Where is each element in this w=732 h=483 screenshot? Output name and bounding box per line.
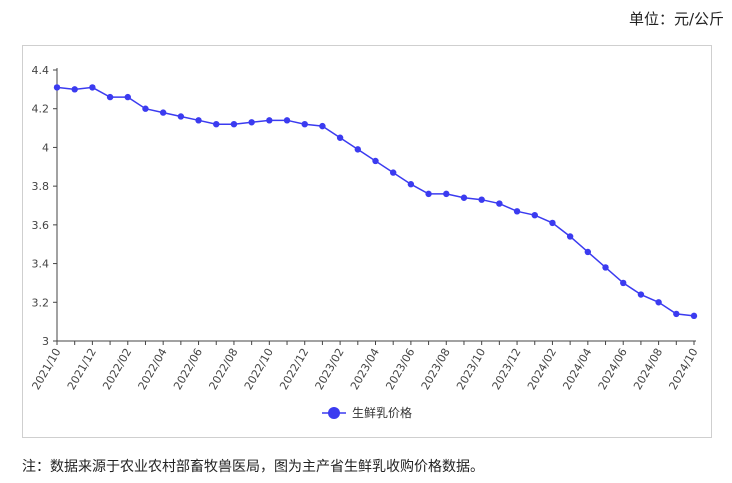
x-tick-label: 2023/12 — [490, 346, 524, 392]
data-point — [195, 117, 202, 124]
x-tick-label: 2022/12 — [277, 346, 311, 392]
data-point — [248, 119, 255, 126]
x-tick-label: 2024/08 — [631, 346, 665, 392]
data-point — [655, 299, 662, 306]
chart-axes — [56, 68, 696, 342]
data-point — [159, 109, 167, 116]
x-tick-label: 2024/02 — [525, 346, 559, 392]
y-tick-label: 3.6 — [32, 219, 50, 232]
x-tick-label: 2022/08 — [206, 346, 240, 392]
y-tick-label: 3.4 — [32, 258, 50, 271]
x-tick-label: 2021/10 — [29, 346, 63, 392]
y-tick-label: 4.2 — [32, 103, 50, 116]
legend[interactable]: 生鲜乳价格 — [322, 405, 412, 420]
x-axis-ticks: 2021/10 2021/12 2022/02 2022/04 2022/06 2022/… — [29, 341, 701, 392]
data-point — [89, 84, 96, 91]
x-tick-label: 2023/06 — [383, 346, 417, 392]
y-tick-label: 3.2 — [32, 296, 50, 309]
data-point — [443, 190, 450, 198]
data-point — [230, 121, 238, 128]
data-point — [336, 134, 344, 141]
data-point — [266, 117, 273, 124]
chart-frame — [22, 45, 712, 438]
data-point — [460, 194, 468, 201]
data-point — [372, 157, 379, 165]
data-point — [602, 264, 609, 271]
x-tick-label: 2023/02 — [313, 346, 347, 392]
legend-marker — [328, 407, 340, 419]
x-tick-label: 2021/12 — [65, 346, 99, 392]
data-point — [637, 291, 645, 298]
x-tick-label: 2023/04 — [348, 346, 382, 392]
data-point — [620, 279, 627, 287]
series-line — [56, 86, 695, 317]
y-tick-label: 4 — [42, 141, 49, 154]
data-point — [478, 196, 485, 203]
data-point — [673, 310, 680, 318]
data-point — [584, 248, 592, 256]
x-tick-label: 2022/04 — [136, 346, 170, 392]
x-tick-label: 2023/08 — [419, 346, 453, 392]
data-point — [496, 200, 503, 207]
series-group — [53, 84, 698, 320]
x-tick-label: 2022/02 — [100, 346, 134, 392]
y-tick-label: 3 — [42, 335, 49, 348]
x-tick-label: 2022/06 — [171, 346, 205, 392]
y-tick-label: 4.4 — [32, 64, 50, 77]
data-point — [354, 146, 362, 153]
y-axis-ticks: 3 3.2 3.4 3.6 3.8 4 4.2 4.4 — [32, 64, 57, 348]
data-point — [690, 312, 698, 320]
data-point — [425, 190, 432, 198]
x-tick-label: 2022/10 — [242, 346, 276, 392]
x-tick-label: 2024/10 — [666, 346, 700, 392]
data-point — [213, 121, 220, 128]
data-point — [106, 93, 114, 101]
x-tick-label: 2024/06 — [596, 346, 630, 392]
data-point — [566, 233, 574, 240]
data-point — [407, 181, 415, 188]
source-note: 注：数据来源于农业农村部畜牧兽医局，图为主产省生鲜乳收购价格数据。 — [22, 459, 484, 475]
line-chart: 33.23.43.63.844.24.4 2021/10 2021/12 2022/… — [29, 64, 701, 420]
x-tick-label: 2023/10 — [454, 346, 488, 392]
data-point — [283, 117, 291, 124]
data-point — [124, 93, 131, 101]
data-point — [71, 86, 78, 93]
data-point — [549, 219, 556, 227]
y-tick-label: 3.8 — [32, 180, 50, 193]
legend-label: 生鲜乳价格 — [352, 405, 412, 420]
data-point — [177, 113, 185, 120]
x-tick-label: 2024/04 — [560, 346, 594, 392]
data-point — [301, 121, 308, 128]
data-point — [389, 169, 397, 176]
data-point — [142, 105, 149, 112]
data-point — [531, 211, 538, 219]
unit-label: 单位：元/公斤 — [628, 10, 724, 28]
data-point — [53, 84, 61, 91]
data-point — [319, 122, 326, 130]
data-point — [513, 208, 521, 215]
